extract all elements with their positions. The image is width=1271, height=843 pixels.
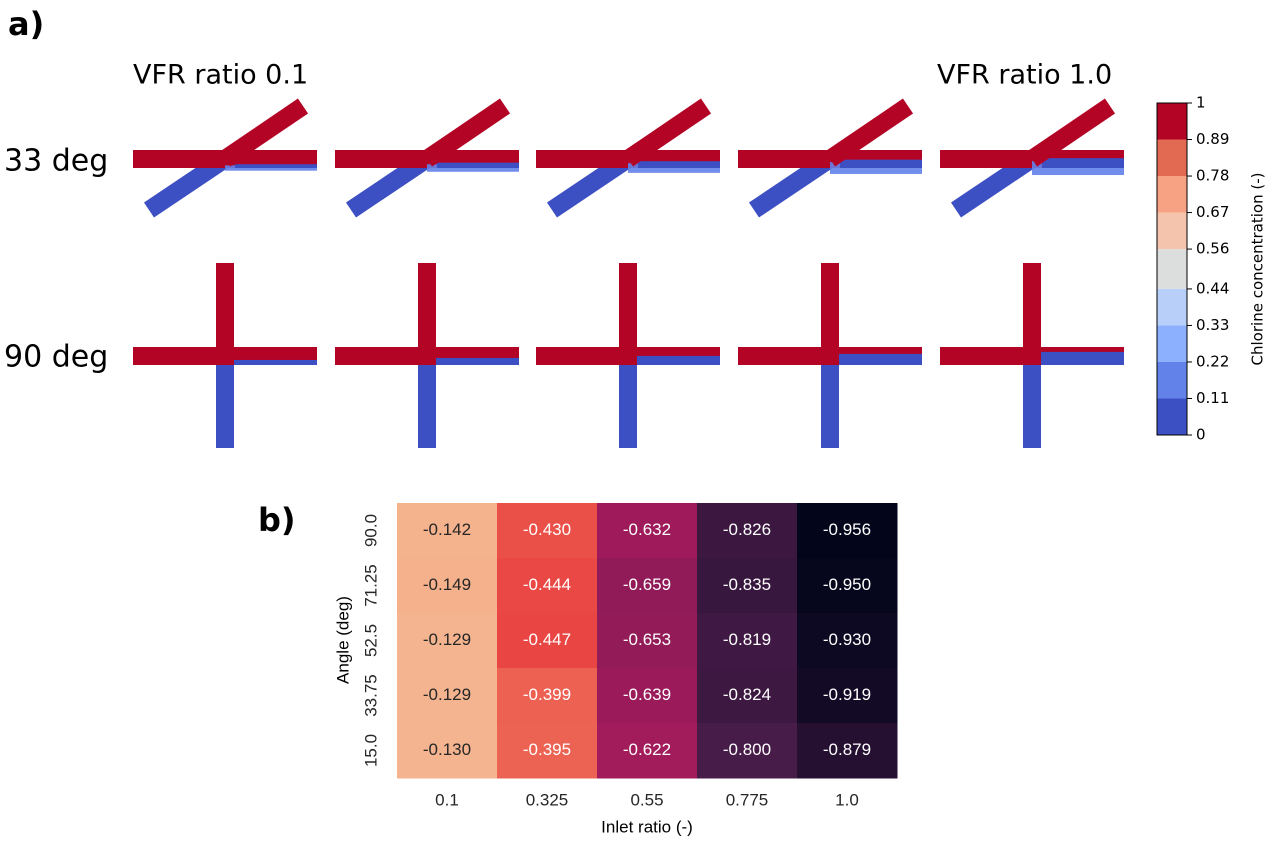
pipe bbox=[839, 354, 922, 365]
cell-label: -0.819 bbox=[723, 630, 771, 649]
cell-label: -0.395 bbox=[523, 740, 571, 759]
pipe bbox=[821, 263, 839, 356]
colorbar-tick-label: 0.89 bbox=[1196, 130, 1229, 148]
y-tick-label: 15.0 bbox=[361, 734, 380, 767]
pipe bbox=[437, 163, 519, 168]
colorbar-tick-label: 0.67 bbox=[1196, 203, 1229, 221]
pipe bbox=[637, 356, 720, 365]
pipe bbox=[418, 356, 436, 448]
x-tick-label: 0.55 bbox=[630, 790, 663, 809]
pipe bbox=[216, 263, 234, 356]
x-axis-label: Inlet ratio (-) bbox=[601, 817, 693, 836]
pipe bbox=[1041, 352, 1124, 365]
x-tick-label: 0.325 bbox=[526, 790, 569, 809]
page: a) VFR ratio 0.1 VFR ratio 1.0 33 deg 90… bbox=[0, 0, 1271, 843]
column-label: VFR ratio 0.1 bbox=[133, 60, 308, 91]
cell-label: -0.444 bbox=[523, 575, 571, 594]
colorbar-tick-label: 0.33 bbox=[1196, 316, 1229, 334]
pipe bbox=[1023, 263, 1041, 356]
pipe bbox=[638, 161, 720, 168]
cell-label: -0.639 bbox=[623, 685, 671, 704]
y-tick-label: 71.25 bbox=[361, 564, 380, 607]
cell-label: -0.430 bbox=[523, 520, 571, 539]
column-label: VFR ratio 1.0 bbox=[937, 60, 1112, 91]
cell-label: -0.129 bbox=[423, 685, 471, 704]
colorbar-label: Chlorine concentration (-) bbox=[1249, 173, 1267, 366]
cell-label: -0.824 bbox=[723, 685, 771, 704]
figure: a) VFR ratio 0.1 VFR ratio 1.0 33 deg 90… bbox=[0, 0, 1271, 843]
cell-label: -0.950 bbox=[823, 575, 871, 594]
panel-label: a) bbox=[8, 5, 44, 43]
pipe bbox=[234, 360, 317, 365]
pipe bbox=[619, 263, 637, 356]
colorbar-band bbox=[1157, 398, 1187, 435]
cell-label: -0.956 bbox=[823, 520, 871, 539]
colorbar-band bbox=[1157, 140, 1187, 177]
cell-label: -0.399 bbox=[523, 685, 571, 704]
cell-label: -0.149 bbox=[423, 575, 471, 594]
cell-label: -0.835 bbox=[723, 575, 771, 594]
colorbar-band bbox=[1157, 362, 1187, 399]
pipe bbox=[418, 263, 436, 356]
cell-label: -0.919 bbox=[823, 685, 871, 704]
row-label: 90 deg bbox=[4, 340, 108, 375]
colorbar-tick-label: 0.44 bbox=[1196, 279, 1229, 297]
pipe bbox=[436, 358, 519, 365]
cell-label: -0.826 bbox=[723, 520, 771, 539]
colorbar-band bbox=[1157, 176, 1187, 213]
y-tick-label: 52.5 bbox=[361, 624, 380, 657]
colorbar-tick-label: 0.56 bbox=[1196, 240, 1229, 258]
cell-label: -0.447 bbox=[523, 630, 571, 649]
colorbar-tick-label: 1 bbox=[1196, 94, 1206, 112]
cell-label: -0.653 bbox=[623, 630, 671, 649]
pipe bbox=[821, 356, 839, 448]
cell-label: -0.142 bbox=[423, 520, 471, 539]
colorbar-tick-label: 0.22 bbox=[1196, 352, 1229, 370]
cell-label: -0.622 bbox=[623, 740, 671, 759]
row-label: 33 deg bbox=[4, 144, 108, 179]
cell-label: -0.879 bbox=[823, 740, 871, 759]
y-tick-label: 33.75 bbox=[361, 674, 380, 717]
colorbar-tick-label: 0.11 bbox=[1196, 389, 1229, 407]
cell-label: -0.930 bbox=[823, 630, 871, 649]
x-tick-label: 1.0 bbox=[835, 790, 859, 809]
y-tick-label: 90.0 bbox=[361, 514, 380, 547]
colorbar-band bbox=[1157, 289, 1187, 326]
colorbar-band bbox=[1157, 103, 1187, 140]
pipe bbox=[216, 356, 234, 448]
x-tick-label: 0.1 bbox=[435, 790, 459, 809]
pipe bbox=[235, 164, 317, 168]
colorbar-band bbox=[1157, 325, 1187, 362]
panel-label: b) bbox=[258, 501, 296, 539]
colorbar-band bbox=[1157, 249, 1187, 289]
y-axis-label: Angle (deg) bbox=[333, 596, 352, 684]
cell-label: -0.130 bbox=[423, 740, 471, 759]
pipe bbox=[1023, 356, 1041, 448]
x-tick-label: 0.775 bbox=[726, 790, 769, 809]
pipe bbox=[619, 356, 637, 448]
colorbar-tick-label: 0.78 bbox=[1196, 167, 1229, 185]
cell-label: -0.659 bbox=[623, 575, 671, 594]
cell-label: -0.129 bbox=[423, 630, 471, 649]
cell-label: -0.632 bbox=[623, 520, 671, 539]
pipe bbox=[1042, 158, 1124, 168]
pipe bbox=[840, 160, 922, 168]
colorbar-band bbox=[1157, 213, 1187, 250]
colorbar-tick-label: 0 bbox=[1196, 426, 1206, 444]
cell-label: -0.800 bbox=[723, 740, 771, 759]
